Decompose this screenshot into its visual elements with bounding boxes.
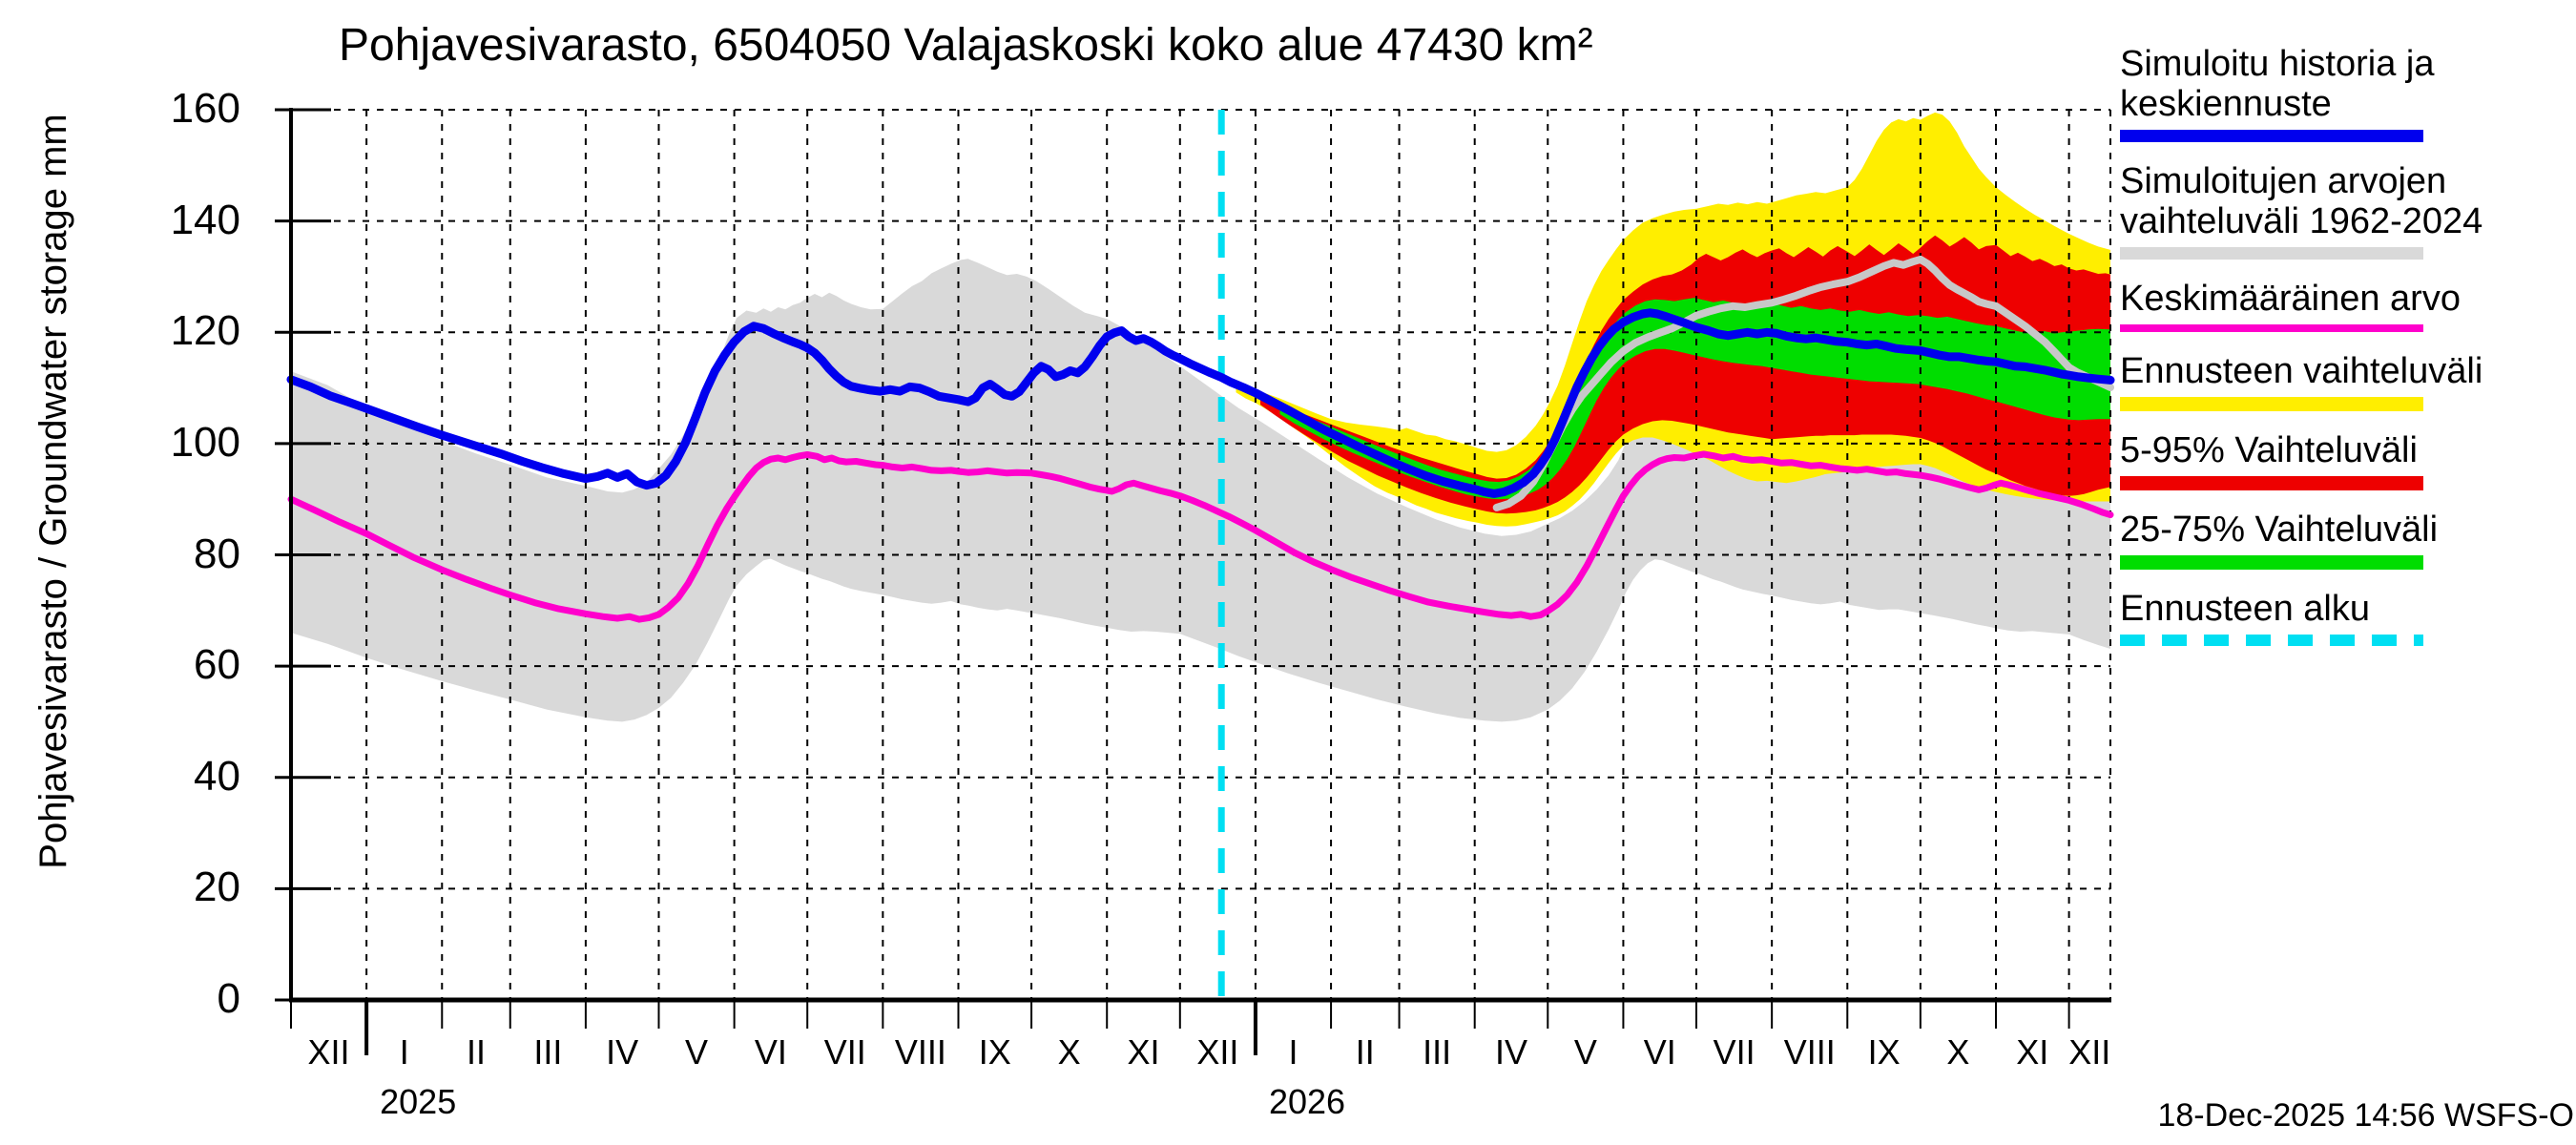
legend-swatch (2120, 635, 2423, 646)
month-label: VI (1643, 1032, 1676, 1072)
month-label: XII (1196, 1032, 1239, 1072)
month-label: XI (1127, 1032, 1160, 1072)
y-tick-label: 100 (170, 418, 240, 466)
legend-item-label: Keskimääräinen arvo (2120, 279, 2461, 319)
legend-item-label: Simuloitujen arvojen vaihteluväli 1962-2… (2120, 161, 2483, 241)
month-label: VII (823, 1032, 866, 1072)
month-label: XI (2016, 1032, 2049, 1072)
month-label: V (685, 1032, 709, 1072)
month-label: XII (307, 1032, 350, 1072)
month-label: III (1423, 1032, 1452, 1072)
legend: Simuloitu historia ja keskiennuste Simulo… (2120, 44, 2568, 665)
month-label: IX (978, 1032, 1011, 1072)
y-tick-label: 160 (170, 85, 240, 132)
legend-item: Simuloitujen arvojen vaihteluväli 1962-2… (2120, 161, 2568, 260)
history-forecast-line (286, 308, 2115, 498)
legend-swatch (2120, 555, 2423, 570)
month-label: II (467, 1032, 487, 1072)
month-label: X (1057, 1032, 1081, 1072)
legend-item-label: Ennusteen vaihteluväli (2120, 351, 2483, 391)
legend-item-label: 25-75% Vaihteluväli (2120, 510, 2439, 550)
legend-item-label: Ennusteen alku (2120, 589, 2370, 629)
legend-swatch (2120, 130, 2423, 142)
month-label: III (533, 1032, 563, 1072)
y-tick-label: 80 (194, 530, 240, 577)
legend-item: 5-95% Vaihteluväli (2120, 430, 2568, 490)
gray-trace-line (1492, 255, 2114, 511)
month-label: VIII (1783, 1032, 1836, 1072)
month-label: VI (754, 1032, 787, 1072)
legend-item: Ennusteen alku (2120, 589, 2568, 646)
legend-swatch (2120, 397, 2423, 411)
year-label: 2025 (380, 1082, 457, 1121)
month-label: IV (1494, 1032, 1527, 1072)
chart-title: Pohjavesivarasto, 6504050 Valajaskoski k… (339, 20, 1593, 71)
y-tick-label: 20 (194, 864, 240, 911)
month-label: I (399, 1032, 409, 1072)
month-label: X (1946, 1032, 1970, 1072)
month-label: VII (1713, 1032, 1755, 1072)
range-5-95-band (1260, 235, 2110, 514)
y-tick-label: 40 (194, 752, 240, 800)
month-label: I (1288, 1032, 1298, 1072)
y-axis-label: Pohjavesivarasto / Groundwater storage m… (32, 114, 74, 869)
month-label: IX (1867, 1032, 1901, 1072)
y-tick-label: 60 (194, 641, 240, 689)
month-label: IV (606, 1032, 639, 1072)
legend-item: Keskimääräinen arvo (2120, 279, 2568, 332)
y-tick-label: 140 (170, 196, 240, 243)
legend-item: Simuloitu historia ja keskiennuste (2120, 44, 2568, 142)
mean-line (287, 450, 2114, 623)
timestamp: 18-Dec-2025 14:56 WSFS-O (2157, 1097, 2574, 1134)
y-tick-label: 120 (170, 307, 240, 355)
month-label: XII (2068, 1032, 2111, 1072)
year-label: 2026 (1268, 1082, 1346, 1121)
legend-swatch (2120, 476, 2423, 490)
y-tick-label: 0 (217, 975, 240, 1022)
legend-item: 25-75% Vaihteluväli (2120, 510, 2568, 570)
legend-item: Ennusteen vaihteluväli (2120, 351, 2568, 411)
month-label: V (1573, 1032, 1597, 1072)
legend-swatch (2120, 324, 2423, 332)
legend-item-label: 5-95% Vaihteluväli (2120, 430, 2418, 470)
legend-item-label: Simuloitu historia ja keskiennuste (2120, 44, 2435, 124)
month-label: II (1355, 1032, 1375, 1072)
month-label: VIII (894, 1032, 946, 1072)
legend-swatch (2120, 247, 2423, 260)
